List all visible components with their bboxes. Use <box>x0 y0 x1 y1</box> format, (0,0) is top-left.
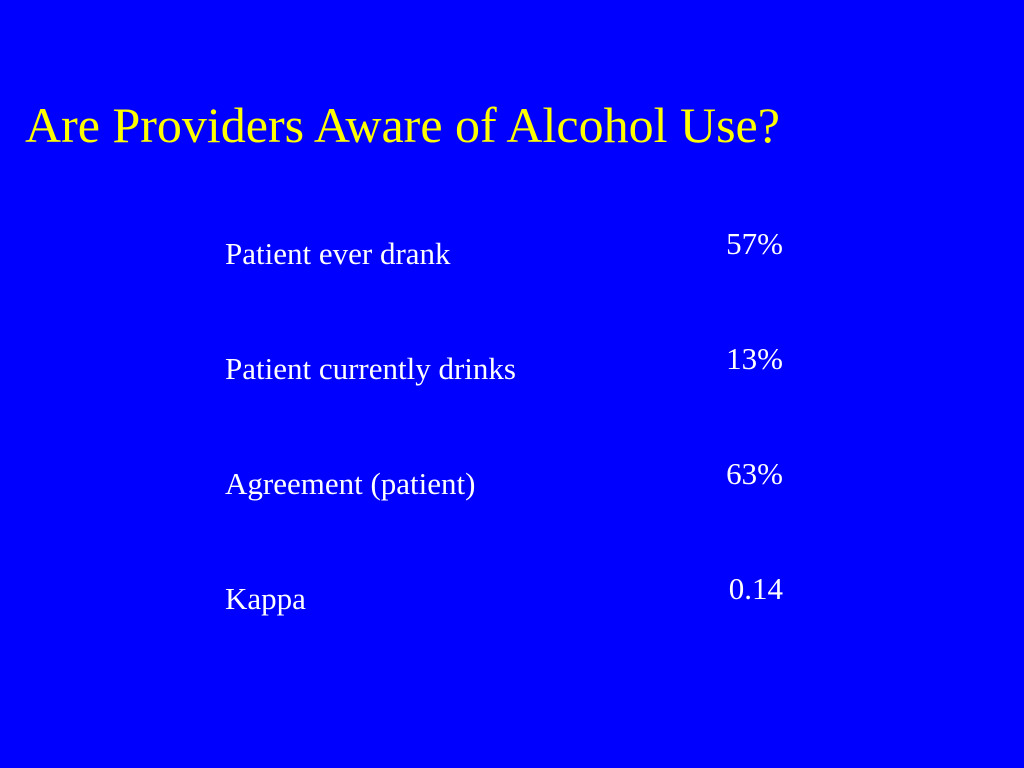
row-label: Agreement (patient) <box>225 466 476 501</box>
row-value: 57% <box>726 226 783 261</box>
slide-title: Are Providers Aware of Alcohol Use? <box>25 97 780 153</box>
row-value: 63% <box>726 456 783 491</box>
row-value: 13% <box>726 341 783 376</box>
row-label: Kappa <box>225 581 306 616</box>
row-value: 0.14 <box>728 571 783 606</box>
row-label: Patient ever drank <box>225 236 451 271</box>
row-label: Patient currently drinks <box>225 351 516 386</box>
